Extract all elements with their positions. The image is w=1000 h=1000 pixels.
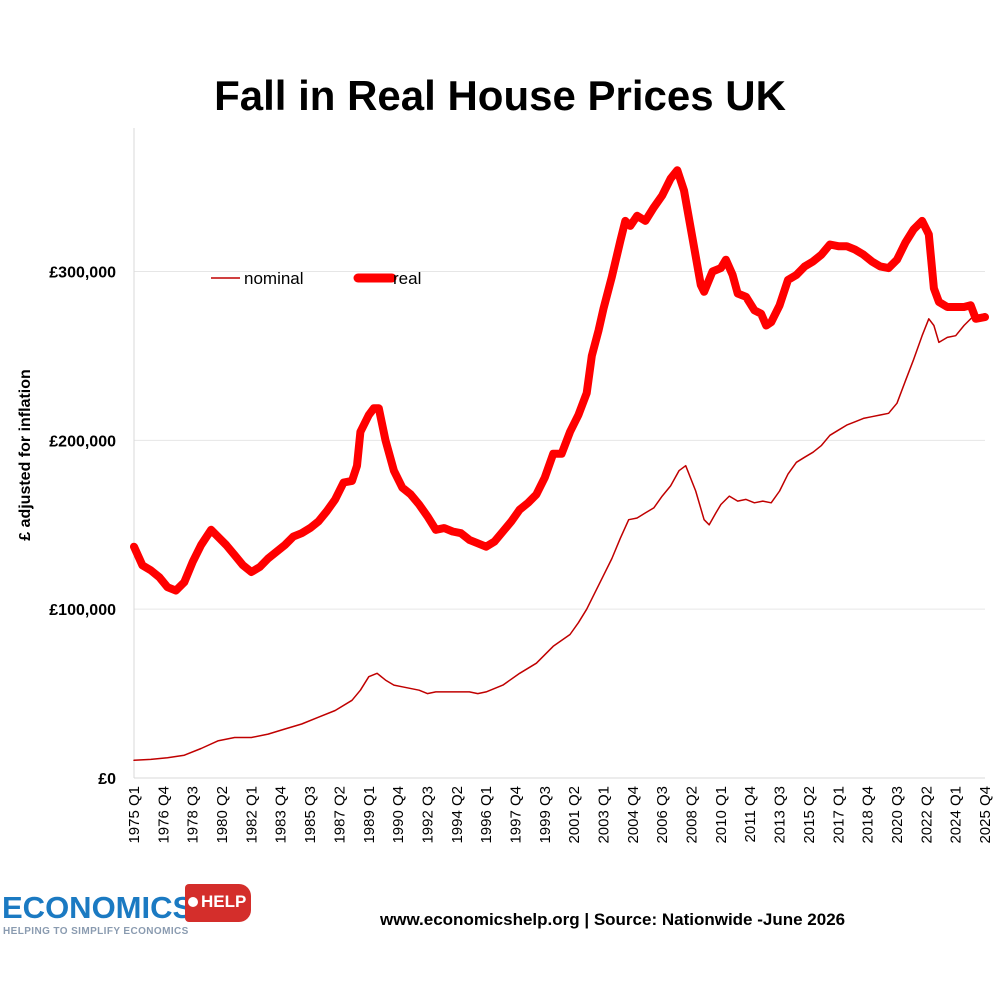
y-axis-label: £ adjusted for inflation	[17, 369, 34, 541]
x-tick-label: 1985 Q3	[302, 786, 319, 844]
economics-help-logo: ECONOMICS HELP HELPING TO SIMPLIFY ECONO…	[0, 882, 260, 942]
x-tick-label: 2006 Q3	[654, 786, 671, 844]
x-tick-label: 2004 Q4	[625, 786, 642, 844]
logo-main-text: ECONOMICS	[2, 890, 194, 925]
series-lines	[130, 166, 989, 762]
x-tick-label: 1990 Q4	[390, 786, 407, 844]
x-tick-label: 1989 Q1	[361, 786, 378, 844]
y-tick-label: £0	[98, 771, 116, 788]
chart-title: Fall in Real House Prices UK	[214, 72, 786, 119]
x-tick-label: 2003 Q1	[596, 786, 613, 844]
legend-real-label: real	[393, 269, 421, 288]
x-tick-label: 1994 Q2	[449, 786, 466, 844]
x-tick-label: 1987 Q2	[331, 786, 348, 844]
x-tick-label: 2020 Q3	[889, 786, 906, 844]
x-tick-label: 1983 Q4	[273, 786, 290, 844]
x-tick-label: 2024 Q1	[948, 786, 965, 844]
x-tick-label: 1978 Q3	[185, 786, 202, 844]
x-tick-label: 2017 Q1	[830, 786, 847, 844]
legend: nominal real	[211, 269, 421, 288]
x-tick-label: 2010 Q1	[713, 786, 730, 844]
x-tick-label: 2008 Q2	[684, 786, 701, 844]
x-tick-label: 1975 Q1	[126, 786, 143, 844]
gridlines	[134, 271, 985, 610]
x-tick-label: 2018 Q4	[860, 786, 877, 844]
logo-tagline: HELPING TO SIMPLIFY ECONOMICS	[3, 926, 189, 937]
logo-badge-dot	[188, 897, 198, 907]
y-tick-label: £200,000	[49, 433, 116, 450]
x-tick-label: 1982 Q1	[243, 786, 260, 844]
series-line-nominal	[133, 312, 986, 762]
x-tick-label: 2015 Q2	[801, 786, 818, 844]
x-tick-label: 2001 Q2	[566, 786, 583, 844]
x-tick-label: 1992 Q3	[419, 786, 436, 844]
x-tick-label: 1976 Q4	[155, 786, 172, 844]
x-tick-label: 1996 Q1	[478, 786, 495, 844]
x-tick-label: 1999 Q3	[537, 786, 554, 844]
y-tick-label: £300,000	[49, 265, 116, 282]
source-note: www.economicshelp.org | Source: Nationwi…	[380, 910, 846, 929]
x-tick-label: 2022 Q2	[918, 786, 935, 844]
x-tick-label: 1997 Q4	[507, 786, 524, 844]
x-tick-label: 2025 Q4	[977, 786, 994, 844]
x-tick-label: 2011 Q4	[742, 786, 759, 842]
x-tick-label: 2013 Q3	[772, 786, 789, 844]
legend-nominal-label: nominal	[244, 269, 304, 288]
axes: £0 £100,000 £200,000 £300,000 1975 Q1 1976 Q4…	[49, 128, 994, 844]
logo-help-text: HELP	[201, 892, 247, 911]
x-tick-label: 1980 Q2	[214, 786, 231, 844]
y-tick-label: £100,000	[49, 602, 116, 619]
series-line-real	[130, 166, 989, 595]
